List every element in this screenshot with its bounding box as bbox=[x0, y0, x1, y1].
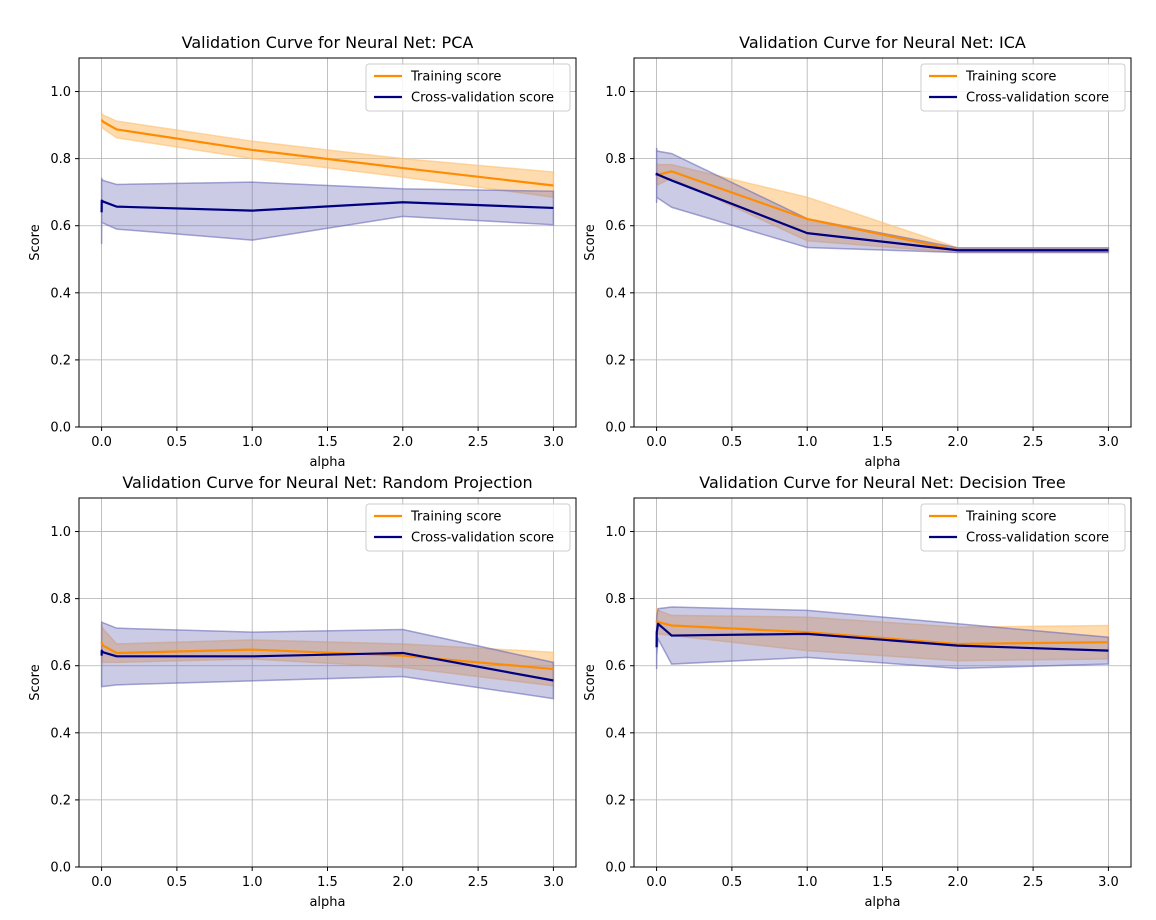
chart-panel-1: 0.0 0.5 1.0 1.5 2.0 2.5 3.0 0.0 0.2 0.4 0.6 0.8 1.0 V… bbox=[28, 33, 577, 470]
legend-box bbox=[920, 63, 1126, 112]
x-tick-label: 3.0 bbox=[1098, 435, 1119, 450]
legend-label: Cross-validation score bbox=[411, 531, 554, 546]
x-axis-label: alpha bbox=[864, 895, 900, 910]
x-tick-label: 3.0 bbox=[543, 435, 564, 450]
x-tick-label: 0.5 bbox=[722, 435, 743, 450]
x-tick-label: 0.5 bbox=[722, 875, 743, 890]
legend-label: Cross-validation score bbox=[411, 91, 554, 106]
legend: Training score Cross-validation score bbox=[920, 503, 1126, 552]
legend-box bbox=[920, 503, 1126, 552]
legend-box bbox=[365, 503, 571, 552]
x-tick-label: 2.0 bbox=[947, 435, 968, 450]
x-axis-label: alpha bbox=[864, 455, 900, 470]
legend-label: Training score bbox=[410, 70, 501, 85]
x-axis-label: alpha bbox=[309, 455, 345, 470]
x-tick-label: 2.0 bbox=[947, 875, 968, 890]
x-tick-label: 0.0 bbox=[646, 435, 667, 450]
y-tick-label: 1.0 bbox=[50, 85, 71, 100]
legend-label: Cross-validation score bbox=[966, 531, 1109, 546]
x-tick-label: 2.5 bbox=[1023, 875, 1044, 890]
x-tick-label: 0.0 bbox=[646, 875, 667, 890]
x-tick-label: 1.0 bbox=[242, 435, 263, 450]
y-tick-label: 1.0 bbox=[605, 85, 626, 100]
y-axis-label: Score bbox=[28, 664, 43, 700]
chart-panel-4: 0.0 0.5 1.0 1.5 2.0 2.5 3.0 0.0 0.2 0.4 0.6 0.8 1.0 V… bbox=[583, 473, 1132, 910]
confidence-band-cross-validation bbox=[100, 620, 555, 700]
series-line-training bbox=[100, 641, 554, 671]
y-tick-label: 0.4 bbox=[605, 286, 626, 301]
y-tick-label: 0.0 bbox=[50, 421, 71, 436]
legend: Training score Cross-validation score bbox=[365, 63, 571, 112]
y-tick-label: 0.2 bbox=[50, 793, 71, 808]
x-tick-label: 1.5 bbox=[872, 875, 893, 890]
chart-title: Validation Curve for Neural Net: Random … bbox=[122, 473, 532, 492]
y-tick-label: 0.0 bbox=[50, 861, 71, 876]
y-tick-label: 0.8 bbox=[605, 152, 626, 167]
confidence-band-cross-validation bbox=[655, 147, 1110, 254]
y-tick-label: 0.6 bbox=[605, 219, 626, 234]
legend: Training score Cross-validation score bbox=[365, 503, 571, 552]
x-tick-label: 2.5 bbox=[1023, 435, 1044, 450]
y-tick-label: 0.8 bbox=[605, 592, 626, 607]
y-tick-label: 1.0 bbox=[605, 525, 626, 540]
y-axis-label: Score bbox=[583, 224, 598, 260]
y-tick-label: 0.2 bbox=[50, 353, 71, 368]
x-tick-label: 2.0 bbox=[392, 435, 413, 450]
x-tick-label: 1.5 bbox=[317, 875, 338, 890]
x-axis-label: alpha bbox=[309, 895, 345, 910]
y-tick-label: 0.8 bbox=[50, 152, 71, 167]
x-tick-label: 1.5 bbox=[872, 435, 893, 450]
y-tick-label: 0.0 bbox=[605, 861, 626, 876]
series-line-training bbox=[100, 118, 554, 187]
x-tick-label: 2.5 bbox=[468, 435, 489, 450]
series-line-cross-validation bbox=[655, 622, 1109, 652]
x-tick-label: 0.5 bbox=[167, 875, 188, 890]
legend: Training score Cross-validation score bbox=[920, 63, 1126, 112]
y-tick-label: 0.4 bbox=[50, 286, 71, 301]
x-tick-label: 1.0 bbox=[797, 875, 818, 890]
chart-title: Validation Curve for Neural Net: PCA bbox=[182, 33, 474, 52]
x-tick-label: 1.0 bbox=[242, 875, 263, 890]
y-axis-label: Score bbox=[28, 224, 43, 260]
x-tick-label: 0.0 bbox=[91, 875, 112, 890]
chart-panel-2: 0.0 0.5 1.0 1.5 2.0 2.5 3.0 0.0 0.2 0.4 0.6 0.8 1.0 V… bbox=[583, 33, 1132, 470]
y-tick-label: 0.8 bbox=[50, 592, 71, 607]
legend-box bbox=[365, 63, 571, 112]
y-tick-label: 0.6 bbox=[50, 219, 71, 234]
confidence-band-cross-validation bbox=[100, 176, 555, 245]
legend-label: Training score bbox=[965, 70, 1056, 85]
x-tick-label: 1.5 bbox=[317, 435, 338, 450]
y-tick-label: 0.0 bbox=[605, 421, 626, 436]
y-tick-label: 0.4 bbox=[50, 726, 71, 741]
x-tick-label: 3.0 bbox=[543, 875, 564, 890]
x-tick-label: 2.0 bbox=[392, 875, 413, 890]
x-tick-label: 0.0 bbox=[91, 435, 112, 450]
chart-title: Validation Curve for Neural Net: Decisio… bbox=[699, 473, 1065, 492]
series-line-cross-validation bbox=[100, 649, 554, 682]
legend-label: Cross-validation score bbox=[966, 91, 1109, 106]
y-tick-label: 0.6 bbox=[605, 659, 626, 674]
x-tick-label: 0.5 bbox=[167, 435, 188, 450]
x-tick-label: 1.0 bbox=[797, 435, 818, 450]
y-tick-label: 0.4 bbox=[605, 726, 626, 741]
chart-title: Validation Curve for Neural Net: ICA bbox=[739, 33, 1026, 52]
legend-label: Training score bbox=[410, 510, 501, 525]
chart-panel-3: 0.0 0.5 1.0 1.5 2.0 2.5 3.0 0.0 0.2 0.4 0.6 0.8 1.0 V… bbox=[28, 473, 577, 910]
y-tick-label: 1.0 bbox=[50, 525, 71, 540]
y-axis-label: Score bbox=[583, 664, 598, 700]
series-line-training bbox=[655, 620, 1109, 646]
x-tick-label: 3.0 bbox=[1098, 875, 1119, 890]
y-tick-label: 0.2 bbox=[605, 353, 626, 368]
series-line-cross-validation bbox=[100, 199, 554, 213]
y-tick-label: 0.2 bbox=[605, 793, 626, 808]
series-line-cross-validation bbox=[655, 172, 1109, 252]
y-tick-label: 0.6 bbox=[50, 659, 71, 674]
legend-label: Training score bbox=[965, 510, 1056, 525]
x-tick-label: 2.5 bbox=[468, 875, 489, 890]
